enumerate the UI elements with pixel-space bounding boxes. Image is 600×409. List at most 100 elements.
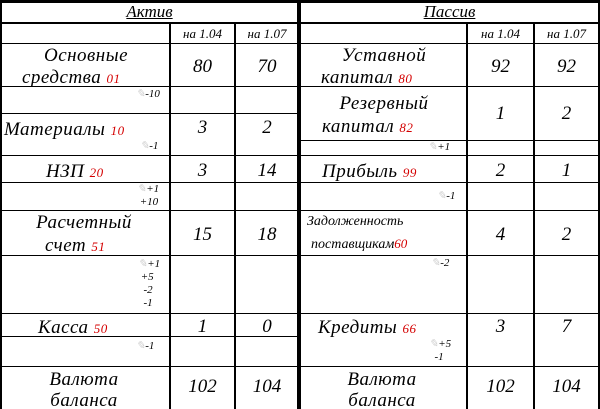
liab-name-line2: капитал 82 <box>322 116 414 137</box>
asset-changes: ✎+1 +10 <box>137 183 160 208</box>
account-code: 80 <box>398 71 413 86</box>
liab-total-line2: баланса <box>348 390 416 409</box>
asset-total-line1: Валюта <box>49 369 119 390</box>
liab-changes: ✎-2 <box>431 257 450 269</box>
asset-value-d1: 80 <box>193 56 212 77</box>
pencil-icon: ✎ <box>136 340 146 352</box>
row-line <box>300 182 600 183</box>
row-line <box>0 86 298 87</box>
liab-total-line1: Валюта <box>347 369 417 390</box>
liab-value-d2: 2 <box>561 224 572 245</box>
row-line <box>0 210 298 211</box>
asset-name-line1: Касса 50 <box>38 317 108 338</box>
asset-value-d2: 18 <box>257 224 277 245</box>
liab-value-d2: 7 <box>561 316 572 337</box>
col-line <box>234 23 236 409</box>
asset-changes: ✎+1 +5 -2 -1 <box>138 258 161 309</box>
row-line <box>0 113 298 114</box>
row-line <box>300 255 600 256</box>
liab-name-line1: Прибыль 99 <box>322 161 417 182</box>
row-line <box>300 155 600 156</box>
account-code: 66 <box>402 321 417 336</box>
pencil-icon: ✎ <box>431 257 441 269</box>
row-line <box>0 182 298 183</box>
liab-name-line2: поставщикам60 <box>311 236 408 252</box>
liab-name-line2: капитал 80 <box>321 67 413 88</box>
row-line <box>0 336 298 337</box>
asset-value-d2: 2 <box>262 117 272 138</box>
liab-value-d1: 1 <box>495 103 506 124</box>
liab-value-d2: 2 <box>561 103 572 124</box>
asset-total-d1: 102 <box>188 376 217 397</box>
asset-value-d2: 14 <box>257 160 277 181</box>
liab-col-date-1: на 1.04 <box>481 26 520 41</box>
pencil-icon: ✎ <box>437 190 447 202</box>
row-line <box>300 140 600 141</box>
row-line <box>300 210 600 211</box>
account-code: 51 <box>91 239 106 254</box>
asset-value-d1: 3 <box>197 160 208 181</box>
row-line <box>300 43 600 44</box>
pencil-icon: ✎ <box>140 140 150 152</box>
row-line <box>300 366 600 367</box>
asset-changes: ✎-1 <box>136 340 155 352</box>
row-line <box>300 86 600 87</box>
assets-col-date-2: на 1.07 <box>247 26 287 41</box>
asset-value-d1: 1 <box>197 316 208 337</box>
liab-name-line1: Резервный <box>339 93 429 114</box>
col-line <box>169 23 171 409</box>
account-code: 99 <box>402 165 417 180</box>
liab-value-d1: 4 <box>495 224 506 245</box>
liab-changes: ✎+1 <box>428 141 451 153</box>
liab-total-d2: 104 <box>552 376 581 397</box>
assets-header: Актив <box>126 2 173 21</box>
account-code: 01 <box>106 71 121 86</box>
row-line <box>300 313 600 314</box>
row-line <box>0 313 298 314</box>
asset-name-line1: Основные <box>43 45 129 66</box>
liab-name-line1: Уставной <box>341 45 427 66</box>
liab-value-d2: 92 <box>557 56 576 77</box>
account-code: 50 <box>93 321 108 336</box>
pencil-icon: ✎ <box>429 338 439 350</box>
asset-total-line2: баланса <box>50 390 118 409</box>
liab-name-line1: Кредиты 66 <box>318 317 417 338</box>
account-code: 10 <box>110 123 125 138</box>
col-line <box>533 23 535 409</box>
liab-changes: ✎+5 -1 <box>429 338 452 363</box>
liab-value-d1: 92 <box>491 56 510 77</box>
asset-value-d2: 0 <box>262 316 272 337</box>
center-divider <box>297 0 301 409</box>
asset-total-d2: 104 <box>252 376 282 397</box>
asset-name-line1: Расчетный <box>36 212 132 233</box>
pencil-icon: ✎ <box>136 88 146 100</box>
asset-value-d1: 3 <box>197 117 208 138</box>
row-line <box>0 155 298 156</box>
asset-changes: ✎-1 <box>140 140 159 152</box>
row-line <box>0 255 298 256</box>
col-line <box>466 23 468 409</box>
asset-name-line2: средства 01 <box>22 67 121 88</box>
liabilities-header: Пассив <box>423 2 476 21</box>
liab-value-d1: 3 <box>495 316 506 337</box>
asset-value-d1: 15 <box>193 224 212 245</box>
liab-value-d2: 1 <box>561 160 572 181</box>
liab-name-line1: Задолженность <box>307 214 404 229</box>
row-line <box>0 366 298 367</box>
liab-col-date-2: на 1.07 <box>547 26 586 41</box>
asset-value-d2: 70 <box>257 56 277 77</box>
pencil-icon: ✎ <box>138 258 148 270</box>
pencil-icon: ✎ <box>137 183 147 195</box>
liab-value-d1: 2 <box>495 160 506 181</box>
account-code: 20 <box>89 165 104 180</box>
border-right <box>598 0 600 409</box>
asset-name-line2: счет 51 <box>45 235 106 256</box>
assets-col-date-1: на 1.04 <box>183 26 222 41</box>
account-code: 82 <box>399 120 414 135</box>
liab-total-d1: 102 <box>486 376 515 397</box>
asset-changes: ✎-10 <box>136 88 160 100</box>
asset-name-line1: Материалы 10 <box>4 119 125 140</box>
account-code: 60 <box>394 236 408 251</box>
asset-name-line1: НЗП 20 <box>46 161 104 182</box>
